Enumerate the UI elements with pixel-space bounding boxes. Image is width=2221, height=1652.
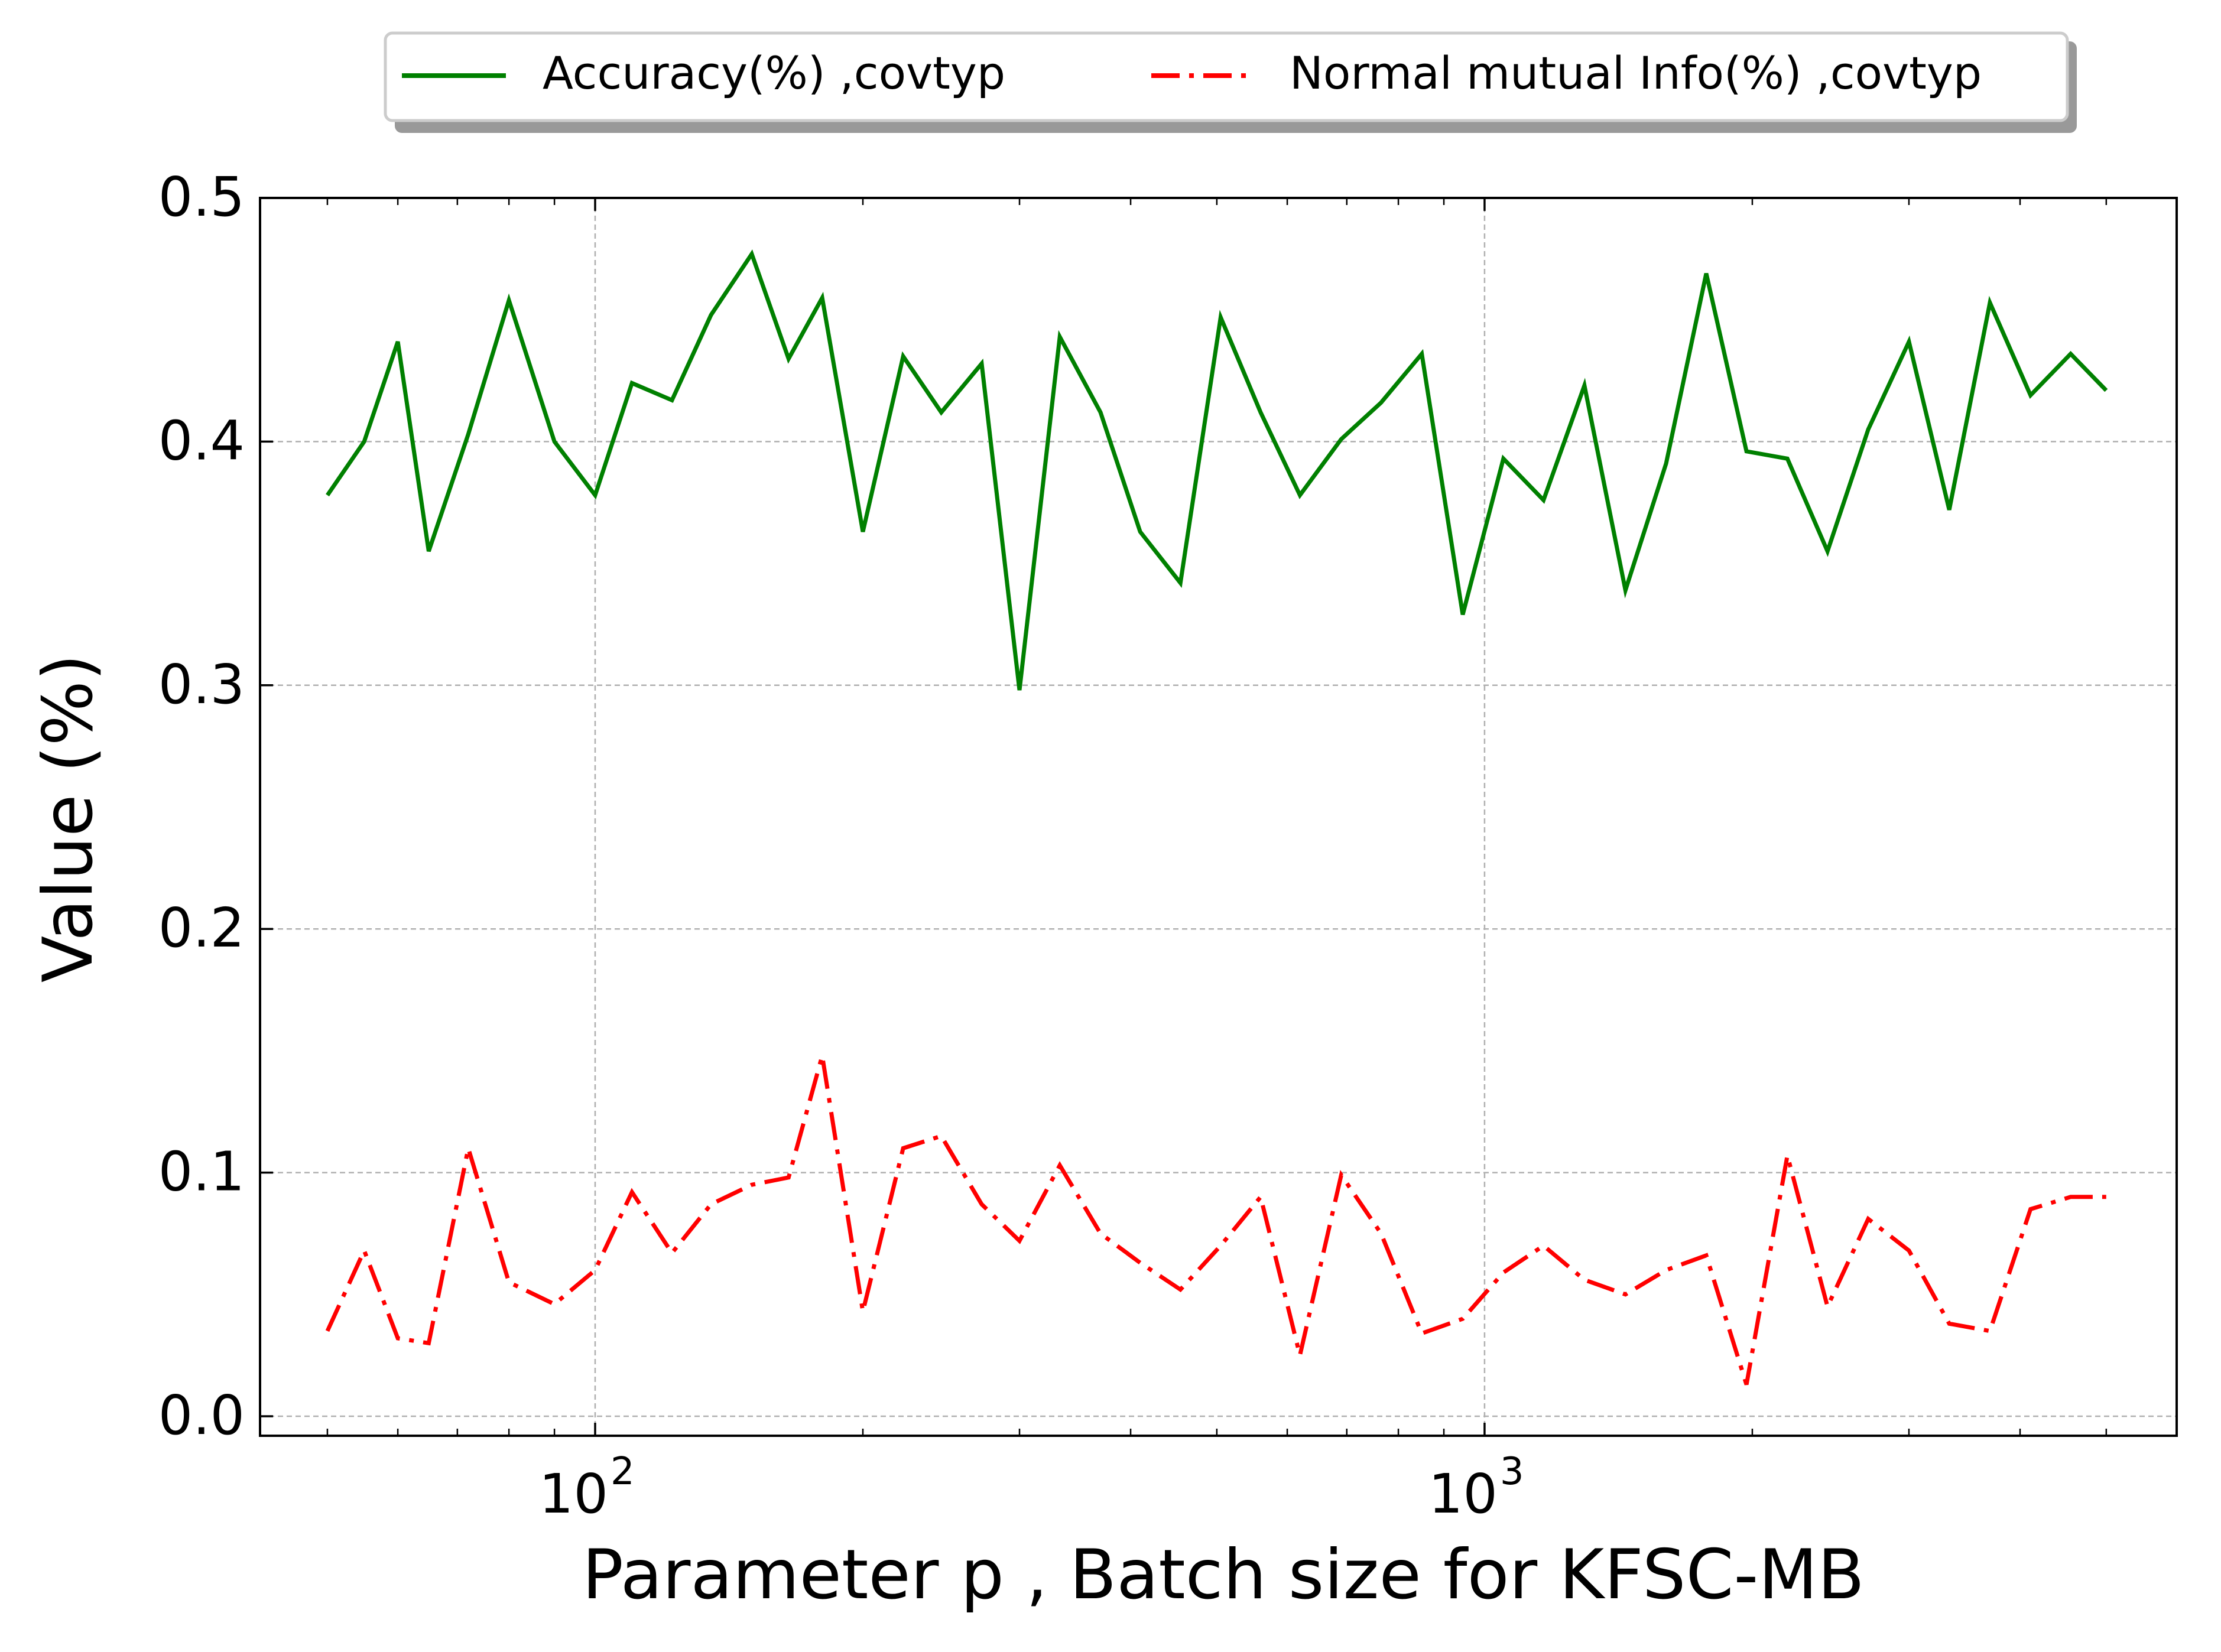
y-tick-label: 0.1 bbox=[158, 1140, 245, 1204]
y-axis-label: Value (%) bbox=[28, 654, 108, 983]
x-tick-exponent: 2 bbox=[611, 1450, 635, 1494]
y-tick-label: 0.0 bbox=[158, 1384, 245, 1447]
series-line-accuracy bbox=[326, 249, 2108, 691]
x-tick-exponent: 3 bbox=[1500, 1450, 1524, 1494]
legend-label-accuracy: Accuracy(%) ,covtyp bbox=[543, 47, 1005, 99]
plot-series bbox=[325, 249, 2108, 1386]
plot-frame bbox=[259, 197, 2178, 1437]
y-tick-label: 0.3 bbox=[158, 653, 245, 716]
y-tick-label: 0.4 bbox=[158, 409, 245, 472]
y-tick-label: 0.2 bbox=[158, 896, 245, 960]
x-tick-label: 10 bbox=[539, 1462, 608, 1526]
legend-label-nmi: Normal mutual Info(%) ,covtyp bbox=[1290, 47, 1982, 99]
y-tick-label: 0.5 bbox=[158, 165, 245, 229]
x-axis-label: Parameter p , Batch size for KFSC-MB bbox=[582, 1535, 1865, 1615]
axis-ticks: 0.00.10.20.30.40.510 2 10 3 bbox=[158, 165, 2108, 1526]
legend: Accuracy(%) ,covtyp Normal mutual Info(%… bbox=[384, 31, 2077, 133]
series-line-nmi bbox=[325, 1055, 2106, 1386]
x-tick-label: 10 bbox=[1428, 1462, 1498, 1526]
